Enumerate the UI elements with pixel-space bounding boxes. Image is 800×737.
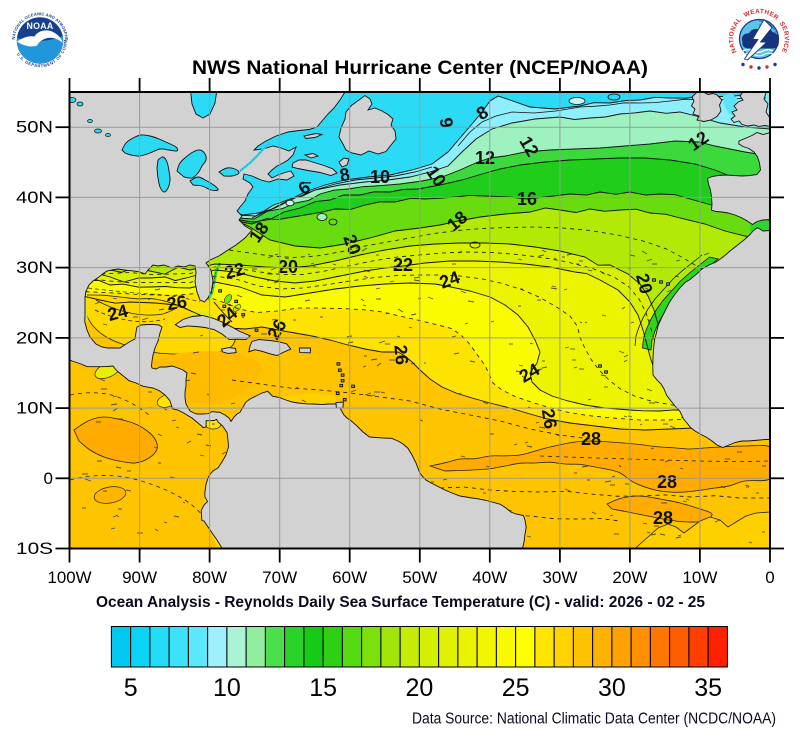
svg-text:10: 10	[213, 674, 241, 702]
svg-text:Data Source: National Climatic: Data Source: National Climatic Data Cent…	[412, 711, 776, 728]
svg-text:12: 12	[475, 148, 495, 168]
svg-text:10S: 10S	[16, 539, 53, 558]
svg-text:70W: 70W	[262, 568, 297, 587]
svg-text:Ocean Analysis - Reynolds Dail: Ocean Analysis - Reynolds Daily Sea Surf…	[96, 594, 705, 611]
svg-text:100W: 100W	[48, 568, 92, 587]
svg-text:9: 9	[436, 116, 457, 129]
svg-text:28: 28	[657, 472, 677, 492]
svg-text:50N: 50N	[16, 118, 53, 137]
svg-text:10N: 10N	[16, 399, 53, 418]
svg-text:35: 35	[694, 674, 722, 702]
svg-text:20N: 20N	[16, 328, 53, 347]
svg-text:28: 28	[653, 508, 673, 528]
svg-text:15: 15	[309, 674, 337, 702]
svg-text:90W: 90W	[122, 568, 157, 587]
svg-text:26: 26	[165, 291, 188, 314]
svg-text:30W: 30W	[542, 568, 577, 587]
svg-text:NWS National Hurricane Center: NWS National Hurricane Center (NCEP/NOAA…	[192, 58, 648, 79]
svg-text:40N: 40N	[16, 188, 53, 207]
svg-text:28: 28	[581, 429, 601, 449]
svg-text:0: 0	[44, 469, 53, 488]
svg-text:0: 0	[765, 568, 774, 587]
svg-text:80W: 80W	[192, 568, 227, 587]
svg-text:30N: 30N	[16, 258, 53, 277]
svg-text:8: 8	[338, 164, 351, 185]
svg-text:40W: 40W	[472, 568, 507, 587]
svg-text:20: 20	[405, 674, 433, 702]
svg-text:20: 20	[278, 257, 298, 277]
svg-text:26: 26	[390, 344, 412, 366]
svg-text:60W: 60W	[332, 568, 367, 587]
svg-text:30: 30	[598, 674, 626, 702]
svg-text:26: 26	[538, 407, 561, 430]
svg-text:25: 25	[502, 674, 530, 702]
svg-text:22: 22	[393, 255, 413, 275]
svg-text:20W: 20W	[612, 568, 647, 587]
svg-text:10W: 10W	[682, 568, 717, 587]
svg-text:10: 10	[370, 167, 390, 187]
svg-text:5: 5	[124, 674, 138, 702]
svg-text:NOAA: NOAA	[26, 21, 53, 31]
svg-text:16: 16	[517, 189, 537, 209]
svg-text:50W: 50W	[402, 568, 437, 587]
